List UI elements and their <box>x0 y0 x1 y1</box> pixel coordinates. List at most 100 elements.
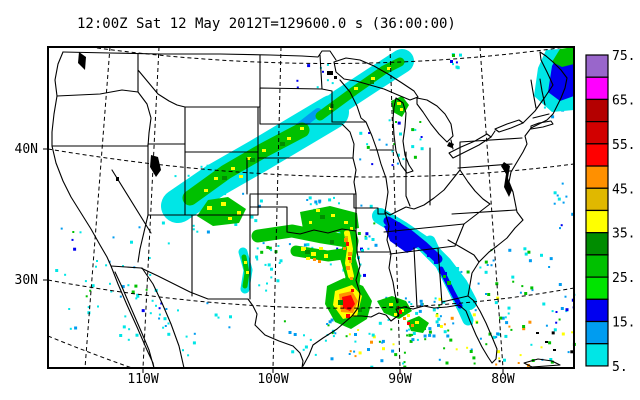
precip-speckle <box>437 323 440 327</box>
precip-cell <box>443 275 446 278</box>
precip-cell <box>318 260 321 263</box>
precip-speckle <box>438 304 441 307</box>
precip-speckle <box>136 294 140 298</box>
precip-speckle <box>455 65 459 69</box>
long-island <box>530 120 554 130</box>
precip-cell <box>345 236 348 239</box>
precip-speckle <box>507 312 510 315</box>
precip-speckle <box>121 285 125 289</box>
puget-sound <box>78 52 86 70</box>
precip-speckle <box>553 328 557 332</box>
precip-cell <box>344 238 348 242</box>
precip-speckle <box>402 362 405 365</box>
plains-state-borders <box>246 54 391 317</box>
precip-speckle <box>510 328 513 331</box>
precip-cell <box>403 317 406 320</box>
precip-speckle <box>391 164 394 167</box>
precip-speckle <box>217 316 220 319</box>
x-axis-label: 110W <box>127 372 158 387</box>
precip-speckle <box>469 350 473 353</box>
precip-speckle <box>561 332 565 336</box>
precip-speckle <box>160 302 163 305</box>
precip-speckle <box>324 339 327 342</box>
precip-speckle <box>374 243 378 247</box>
precip-speckle <box>432 334 436 338</box>
precip-speckle <box>258 204 261 208</box>
precip-speckle <box>443 323 446 326</box>
precip-speckle <box>378 340 381 343</box>
precip-speckle <box>466 270 470 274</box>
precip-cell <box>231 167 235 170</box>
colorbar-cell <box>585 343 609 367</box>
precip-speckle <box>413 155 417 159</box>
precip-speckle <box>276 279 280 283</box>
precip-speckle <box>71 238 74 241</box>
precip-speckle <box>268 246 272 250</box>
precip-speckle <box>309 338 312 341</box>
precip-cell <box>309 221 312 224</box>
precip-speckle <box>396 162 399 165</box>
precip-cell <box>287 137 291 140</box>
precip-speckle <box>55 269 59 272</box>
precip-speckle <box>445 361 449 365</box>
plot-title-datetime: 12:00Z Sat 12 May 2012 <box>77 16 263 32</box>
south-east-state-borders <box>383 169 517 308</box>
precip-speckle <box>503 358 506 362</box>
lake-erie <box>448 133 492 159</box>
precip-speckle <box>84 280 87 283</box>
precip-speckle <box>366 145 370 149</box>
precip-cell <box>316 209 320 212</box>
precip-speckle <box>331 332 334 335</box>
precip-speckle <box>348 333 351 336</box>
precip-speckle <box>404 297 407 300</box>
precip-band <box>315 57 405 121</box>
precip-cell <box>344 221 348 224</box>
precip-speckle <box>192 228 195 231</box>
precip-speckle <box>182 349 184 352</box>
colorbar-cell <box>585 254 609 278</box>
precip-speckle <box>177 309 179 312</box>
precip-speckle <box>311 246 314 249</box>
precip-speckle <box>396 153 400 157</box>
precip-speckle <box>497 350 500 354</box>
precip-speckle <box>551 310 554 313</box>
precip-speckle <box>149 274 152 276</box>
precip-cell <box>400 108 403 111</box>
precip-speckle <box>373 222 376 225</box>
precip-speckle <box>555 311 558 313</box>
precip-cell <box>338 300 343 305</box>
precip-speckle <box>259 199 263 203</box>
precip-speckle <box>495 336 498 339</box>
precip-speckle <box>411 128 415 132</box>
precip-speckle <box>85 295 88 298</box>
precip-speckle <box>371 333 375 337</box>
precip-speckle <box>411 333 414 336</box>
precip-cell <box>434 261 438 264</box>
precip-speckle <box>399 132 402 136</box>
precip-speckle <box>206 230 210 234</box>
precip-speckle <box>496 332 500 336</box>
precip-speckle <box>543 106 546 109</box>
precip-speckle <box>411 145 415 149</box>
precip-speckle <box>447 329 450 332</box>
colorbar-label: 55. <box>612 138 635 153</box>
precip-speckle <box>109 282 111 285</box>
precip-speckle <box>455 348 458 351</box>
precip-speckle <box>545 324 548 327</box>
precip-speckle <box>565 195 568 198</box>
precip-cell <box>399 310 402 314</box>
precip-speckle <box>326 323 329 325</box>
precip-speckle <box>327 324 330 327</box>
precip-cell <box>331 214 335 217</box>
precip-speckle <box>391 349 395 353</box>
precip-speckle <box>68 308 71 310</box>
precip-speckle <box>254 219 258 223</box>
precip-speckle <box>314 200 318 204</box>
precip-speckle <box>164 325 167 327</box>
precip-cell <box>320 215 325 219</box>
precip-speckle <box>64 273 67 276</box>
precip-speckle <box>303 243 307 247</box>
precip-speckle <box>367 247 370 250</box>
precip-speckle <box>359 263 362 266</box>
